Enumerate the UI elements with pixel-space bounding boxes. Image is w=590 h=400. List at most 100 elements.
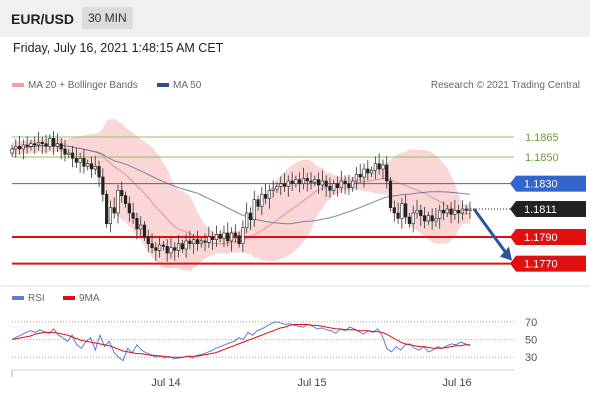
candle-body	[449, 208, 453, 215]
candle-body	[358, 174, 362, 178]
candle-body	[457, 210, 461, 214]
candle-body	[74, 158, 78, 163]
candle-body	[10, 148, 14, 154]
candle-body	[70, 152, 75, 159]
candle-body	[252, 199, 256, 220]
ma20-swatch	[12, 83, 24, 88]
candle-body	[245, 212, 249, 228]
candle-body	[445, 208, 449, 214]
candle-body	[286, 180, 290, 187]
candle-body	[282, 183, 287, 187]
candle-body	[267, 190, 271, 199]
candle-body	[161, 244, 166, 247]
candle-body	[385, 164, 389, 182]
candle-body	[165, 246, 169, 254]
candle-body	[229, 232, 234, 242]
candle-body	[313, 179, 317, 183]
candle-body	[218, 234, 222, 239]
candle-body	[116, 190, 120, 214]
candle-body	[112, 207, 116, 214]
candle-body	[381, 164, 385, 170]
timestamp: Friday, July 16, 2021 1:48:15 AM CET	[13, 41, 224, 55]
candle-body	[86, 163, 90, 167]
candle-body	[226, 232, 230, 242]
forecast-arrow-head	[500, 246, 512, 261]
candle-body	[309, 180, 313, 183]
level-pointer-1.1811	[510, 201, 516, 217]
candle-body	[195, 239, 200, 244]
candle-body	[354, 174, 359, 182]
candle-body	[105, 194, 109, 224]
level-label-1.1865: 1.1865	[525, 132, 559, 144]
candle-body	[120, 190, 124, 196]
candle-body	[301, 178, 306, 184]
candle-body	[108, 207, 113, 224]
level-tag-1.1850: 1.1850	[525, 152, 559, 164]
candle-body	[320, 180, 324, 186]
level-tag-1.1770: 1.1770	[510, 255, 586, 272]
rsi-level-label-50: 50	[525, 335, 537, 347]
legend-rsi-label: RSI	[28, 293, 45, 304]
x-tick-label-0: Jul 14	[151, 377, 180, 389]
candle-body	[419, 210, 423, 216]
candle-body	[256, 199, 260, 207]
candle-body	[426, 215, 430, 222]
candle-body	[21, 144, 25, 150]
candle-body	[78, 158, 82, 163]
candle-body	[441, 210, 446, 214]
legend-ma20: MA 20 + Bollinger Bands	[12, 80, 138, 91]
candle-body	[468, 208, 472, 211]
candle-body	[343, 180, 347, 184]
level-box-1.1790	[516, 229, 586, 245]
candle-body	[176, 243, 181, 251]
candle-body	[362, 168, 366, 178]
rsi-swatch	[12, 296, 24, 301]
level-tag-1.1790: 1.1790	[510, 229, 586, 245]
candle-body	[316, 179, 321, 186]
header-bar: EUR/USD 30 MIN	[0, 0, 590, 37]
candle-body	[332, 183, 336, 191]
level-tag-1.1865: 1.1865	[525, 132, 559, 144]
legend-ma20-label: MA 20 + Bollinger Bands	[28, 80, 138, 91]
candle-body	[154, 247, 158, 251]
legend-9ma: 9MA	[63, 293, 100, 304]
candle-body	[101, 176, 105, 195]
candle-body	[150, 243, 154, 248]
candle-body	[305, 178, 309, 182]
candle-body	[260, 194, 264, 207]
forecast-arrow-shaft	[472, 208, 510, 257]
candle-body	[63, 148, 67, 155]
candle-body	[36, 142, 41, 146]
credit-text: Research © 2021 Trading Central	[430, 80, 580, 91]
symbol-label: EUR/USD	[11, 11, 75, 27]
candle-body	[184, 240, 188, 250]
candle-body	[17, 146, 22, 150]
candle-body	[29, 143, 33, 147]
level-label-1.1790: 1.1790	[524, 232, 558, 244]
candle-body	[40, 142, 44, 144]
candle-body	[460, 208, 465, 214]
candle-body	[392, 207, 396, 214]
legend-rsi: RSI	[12, 293, 45, 304]
candle-body	[93, 166, 97, 170]
candle-body	[59, 143, 63, 150]
candle-body	[135, 218, 139, 230]
candle-body	[377, 163, 381, 170]
candle-body	[434, 218, 438, 222]
candle-body	[241, 227, 245, 244]
candle-body	[97, 166, 101, 178]
candle-body	[123, 195, 128, 204]
candle-body	[131, 212, 135, 219]
candle-body	[33, 143, 37, 146]
candle-body	[44, 143, 48, 147]
candle-body	[139, 224, 143, 230]
ma9-swatch	[63, 296, 75, 301]
candle-body	[67, 152, 71, 155]
level-tag-1.1830: 1.1830	[510, 175, 586, 192]
timeframe-button[interactable]: 30 MIN	[82, 7, 133, 29]
candle-body	[142, 224, 147, 238]
candle-body	[388, 180, 393, 208]
candle-body	[396, 212, 400, 219]
candle-body	[271, 188, 275, 191]
